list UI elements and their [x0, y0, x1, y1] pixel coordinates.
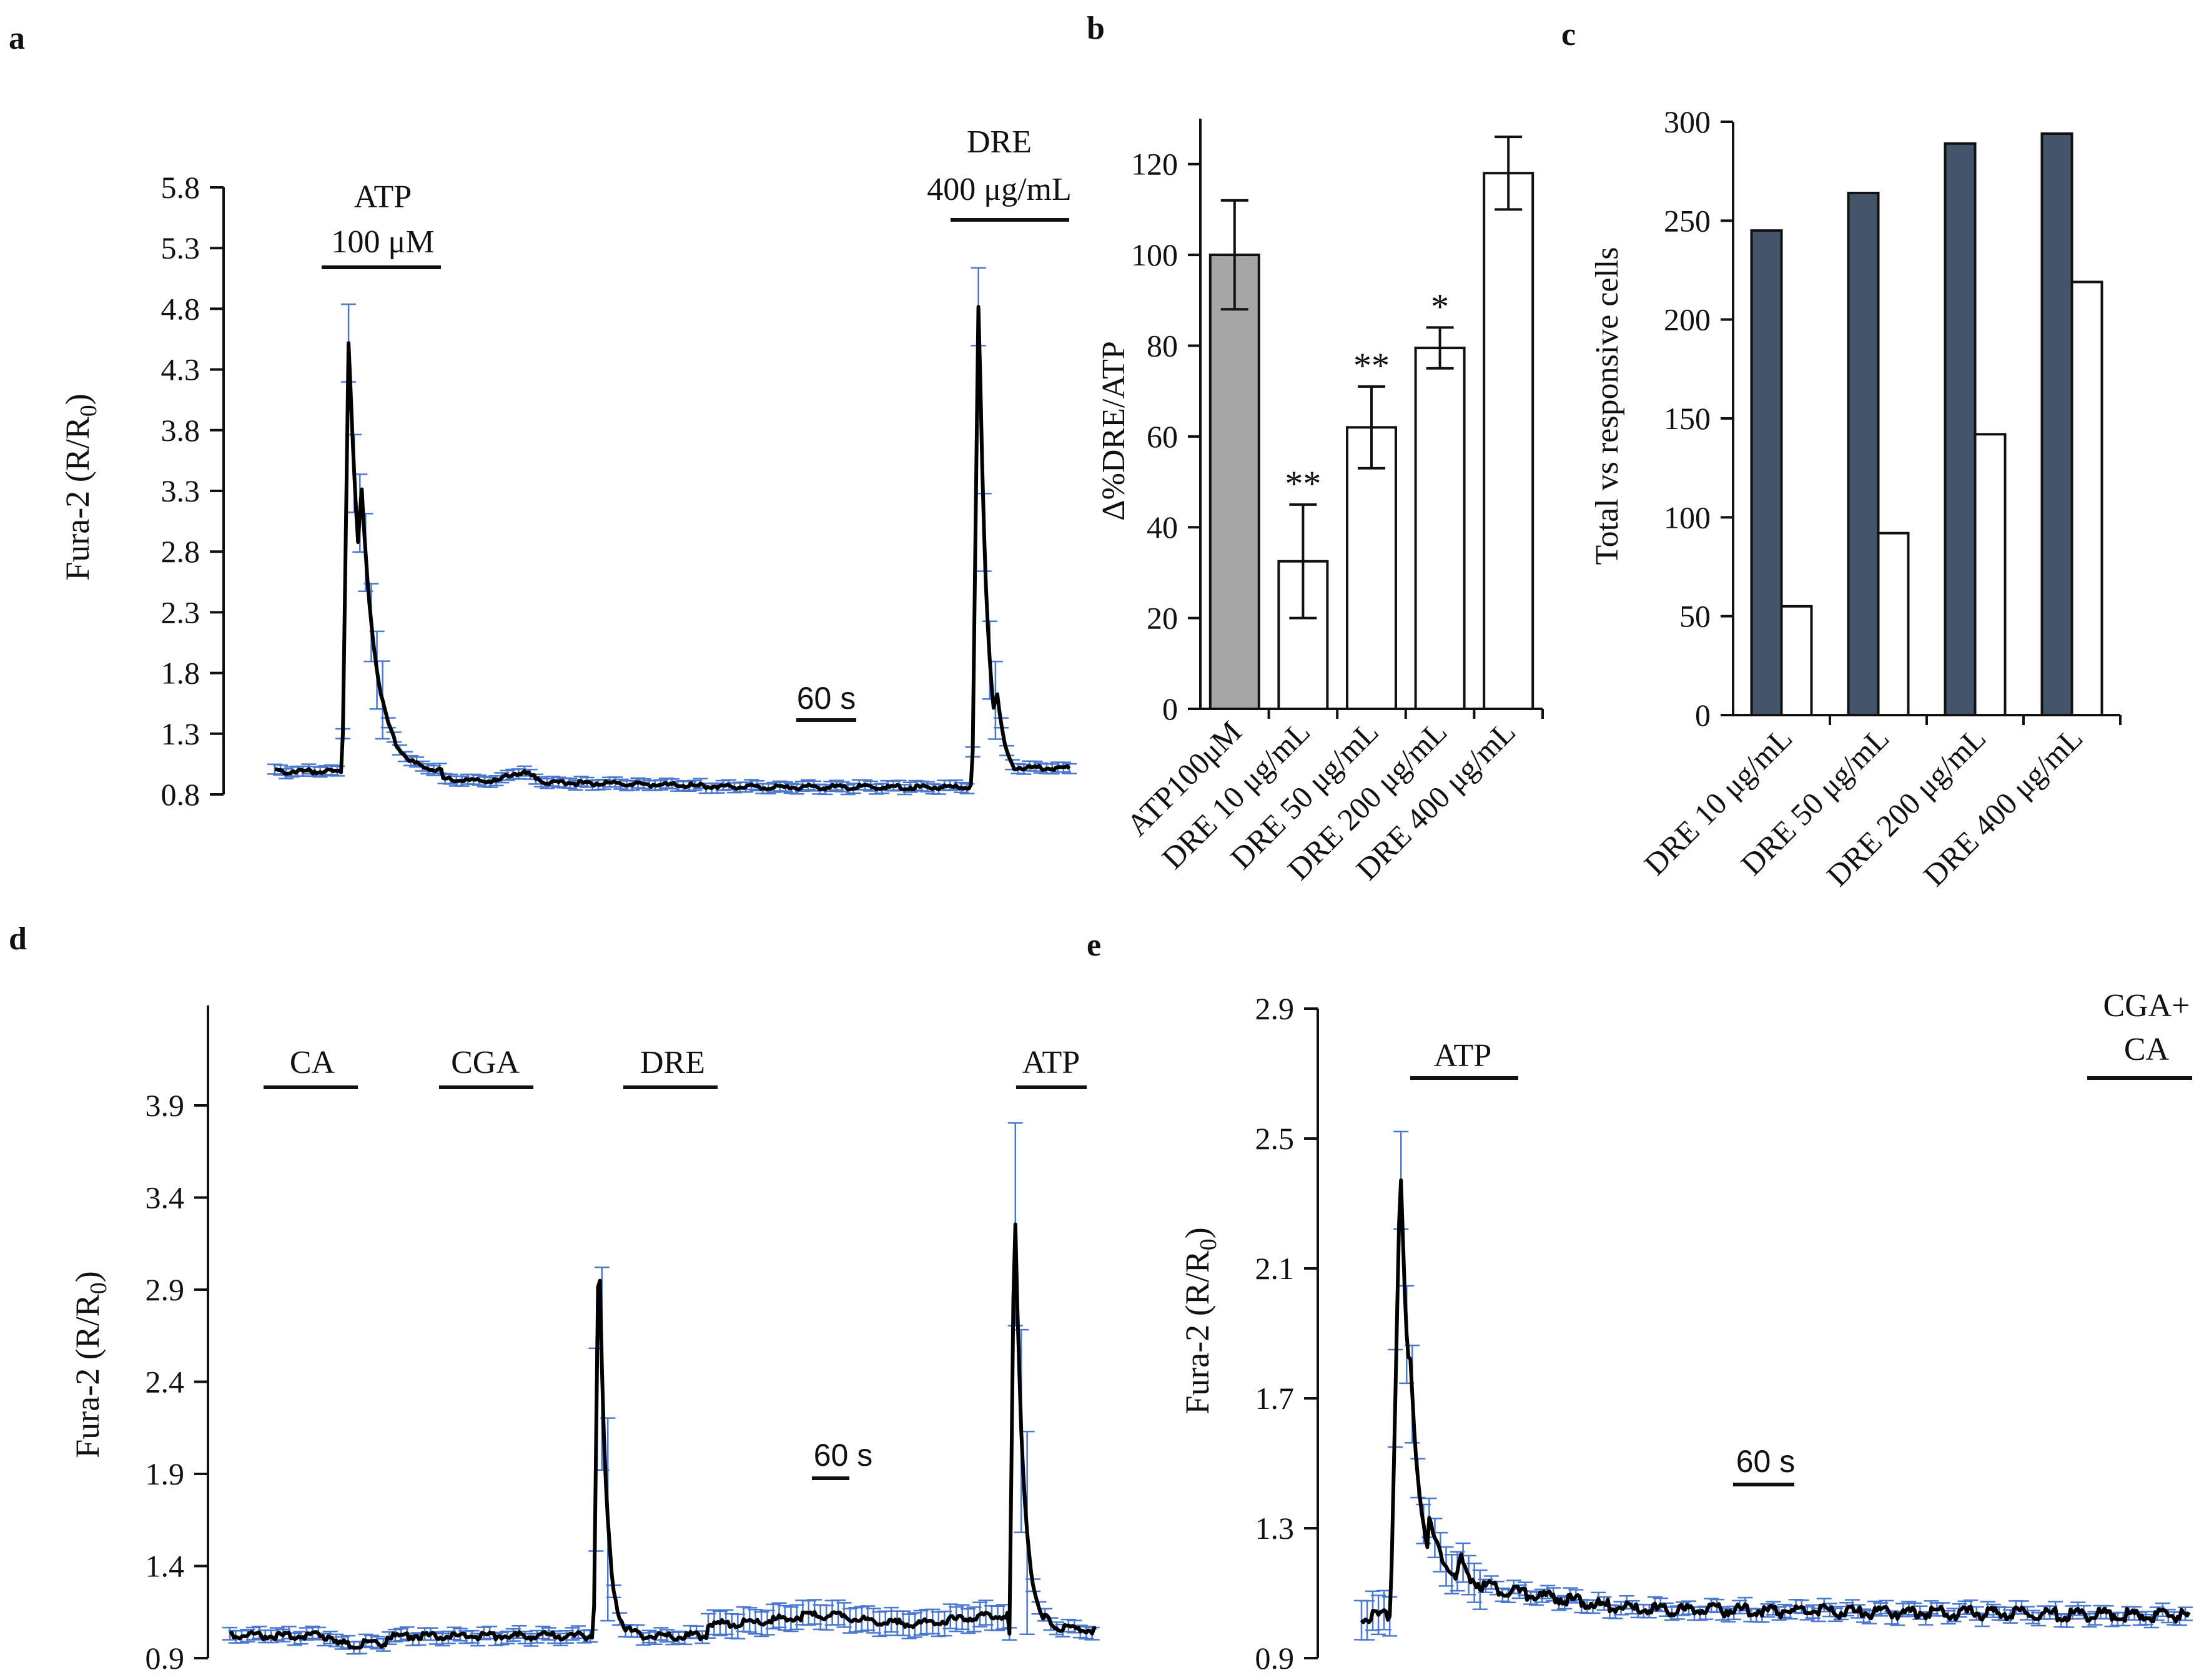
panel-c-bar-total — [1750, 229, 1783, 716]
panel-c-bar-total — [2040, 132, 2073, 716]
panel-a-ytick-label: 2.8 — [161, 534, 200, 569]
panel-a-ytick-label: 1.3 — [161, 716, 200, 751]
panel-e-ytick-label: 0.9 — [1255, 1641, 1295, 1676]
panel-a-dre-conc: 400 μg/mL — [927, 172, 1072, 207]
panel-e-ytick-label: 2.5 — [1255, 1121, 1295, 1156]
panel-b-ytick-label: 60 — [1147, 419, 1178, 454]
panel-b-bar — [1483, 172, 1534, 710]
panel-d-ylabel: Fura-2 (R/R0) — [69, 1271, 112, 1458]
panel-a-ytick-label: 4.3 — [161, 352, 200, 387]
panel-c-ytick-label: 250 — [1664, 203, 1711, 238]
panel-e-ticks: 0.9 1.3 1.7 2.1 2.5 2.9 — [1255, 991, 1318, 1676]
panel-e-atp-label: ATP — [1434, 1038, 1491, 1074]
panel-c-ytick-label: 150 — [1664, 401, 1711, 436]
panel-d-ytick-label: 1.4 — [146, 1549, 185, 1584]
panel-e-ytick-label: 1.7 — [1255, 1381, 1295, 1416]
panel-e-ytick-label: 1.3 — [1255, 1511, 1295, 1546]
panel-c-ytick-label: 300 — [1664, 104, 1711, 139]
panel-c-ytick-label: 100 — [1664, 500, 1711, 535]
panel-label-e: e — [1087, 927, 1101, 963]
panel-b-ylabel: Δ%DRE/ATP — [1096, 341, 1132, 521]
panel-b-significance: * — [1431, 286, 1449, 327]
panel-d-trace: Fura-2 (R/R0) 0.9 1.4 1.9 2.4 2.9 3.4 3.9 CA C… — [69, 1006, 1100, 1676]
panel-a-atp-conc: 100 μM — [331, 224, 434, 260]
panel-c-bar-responsive — [2070, 280, 2103, 716]
panel-b-ytick-label: 80 — [1147, 328, 1178, 363]
panel-b-bar — [1208, 254, 1260, 711]
panel-a-ylabel: Fura-2 (R/R0) — [59, 393, 102, 580]
panel-d-calcium-trace — [229, 1222, 1097, 1650]
panel-e-ytick-label: 2.9 — [1255, 991, 1295, 1026]
panel-d-ytick-label: 2.9 — [146, 1272, 185, 1307]
panel-e-cga-ca-label-2: CA — [2124, 1032, 2170, 1067]
panel-e-error-bars — [1354, 1130, 2193, 1641]
panel-b-ytick-label: 40 — [1147, 510, 1178, 545]
panel-d-error-bars — [222, 1122, 1100, 1655]
panel-label-b: b — [1087, 11, 1105, 46]
panel-a-dre-label: DRE — [967, 124, 1032, 160]
panel-b-ytick-label: 0 — [1162, 691, 1178, 726]
panel-c-bar-responsive — [1974, 433, 2007, 716]
panel-a-atp-label: ATP — [354, 179, 412, 215]
panel-d-scale-label: 60 s — [814, 1438, 873, 1473]
panel-a-ticks: 0.8 1.3 1.8 2.3 2.8 3.3 3.8 4.3 4.8 5.3 5.8 — [161, 170, 224, 812]
panel-e-scale-label: 60 s — [1736, 1444, 1796, 1479]
panel-label-a: a — [9, 21, 25, 56]
panel-d-ytick-label: 1.9 — [146, 1456, 185, 1491]
panel-b-ytick-label: 120 — [1131, 147, 1178, 182]
panel-d-atp-label: ATP — [1022, 1045, 1080, 1080]
panel-c-bar-total — [1944, 142, 1977, 717]
panel-d-cga-label: CGA — [451, 1045, 520, 1080]
panel-a-ytick-label: 3.8 — [161, 413, 200, 448]
panel-b-bar — [1346, 426, 1397, 710]
panel-b-significance: ** — [1353, 345, 1390, 386]
panel-c-ytick-label: 50 — [1679, 599, 1711, 634]
panel-d-ca-label: CA — [290, 1045, 335, 1080]
panel-a-error-bars — [267, 267, 1077, 796]
panel-b-ytick-label: 100 — [1131, 237, 1178, 272]
panel-c-ytick-label: 0 — [1695, 698, 1711, 733]
panel-a-ytick-label: 5.8 — [161, 170, 200, 205]
panel-a-calcium-trace — [274, 305, 1071, 792]
panel-a-ytick-label: 4.8 — [161, 291, 200, 326]
panel-c-bar-responsive — [1877, 531, 1910, 717]
panel-a-ytick-label: 5.3 — [161, 230, 200, 265]
panel-e-cga-ca-label-1: CGA+ — [2103, 988, 2190, 1024]
panel-e-ytick-label: 2.1 — [1255, 1251, 1295, 1286]
panel-c-ytick-label: 200 — [1664, 302, 1711, 337]
panel-a-scale-label: 60 s — [797, 681, 856, 716]
panel-d-ytick-label: 0.9 — [146, 1641, 185, 1676]
panel-e-trace: Fura-2 (R/R0) 0.9 1.3 1.7 2.1 2.5 2.9 ATP CGA… — [1179, 988, 2193, 1676]
panel-c-bar-chart: Total vs responsive cells 0 50 100 150 200 25… — [1589, 104, 2122, 893]
panel-label-c: c — [1561, 17, 1576, 52]
panel-e-ylabel: Fura-2 (R/R0) — [1179, 1227, 1222, 1414]
panel-c-bar-total — [1847, 192, 1880, 716]
panel-d-ytick-label: 2.4 — [146, 1365, 185, 1400]
panel-d-ticks: 0.9 1.4 1.9 2.4 2.9 3.4 3.9 — [146, 1088, 208, 1676]
panel-d-dre-label: DRE — [640, 1045, 705, 1080]
panel-label-d: d — [9, 921, 27, 957]
panel-a-ytick-label: 2.3 — [161, 595, 200, 630]
panel-b-ytick-label: 20 — [1147, 601, 1178, 636]
panel-c-ylabel: Total vs responsive cells — [1589, 247, 1625, 565]
panel-c-bar-responsive — [1780, 605, 1813, 716]
panel-b-significance: ** — [1285, 463, 1321, 504]
panel-d-ytick-label: 3.4 — [146, 1180, 185, 1215]
panel-a-trace: Fura-2 (R/R0) 0.8 1.3 1.8 2.3 2.8 3.3 3.8 4.3 4.… — [59, 124, 1077, 812]
panel-a-ytick-label: 0.8 — [161, 777, 200, 812]
panel-a-ytick-label: 1.8 — [161, 656, 200, 691]
panel-a-ytick-label: 3.3 — [161, 473, 200, 508]
panel-e-calcium-trace — [1360, 1178, 2191, 1624]
panel-d-ytick-label: 3.9 — [146, 1088, 185, 1123]
panel-b-bar — [1414, 347, 1466, 710]
